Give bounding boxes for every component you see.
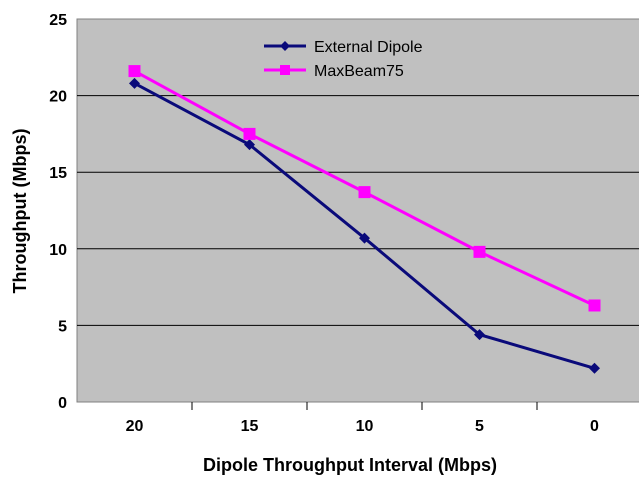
legend: External Dipole MaxBeam75	[264, 39, 423, 80]
data-point-maxbeam75	[128, 65, 141, 78]
series-group	[128, 65, 601, 374]
data-point-external-dipole	[589, 362, 600, 374]
y-tick-label: 5	[58, 318, 67, 335]
y-tick-label: 25	[49, 12, 67, 29]
y-tick-label: 15	[49, 165, 67, 182]
x-tick-label: 0	[590, 418, 599, 435]
x-tick-label: 5	[475, 418, 484, 435]
plot-area	[76, 18, 639, 403]
y-axis-title: Throughput (Mbps)	[10, 129, 30, 294]
data-point-external-dipole	[474, 329, 485, 341]
data-point-maxbeam75	[358, 186, 371, 199]
data-point-maxbeam75	[473, 245, 486, 258]
y-tick-label: 10	[49, 242, 67, 259]
legend-label-maxbeam75: MaxBeam75	[314, 63, 404, 80]
y-tick-label: 20	[49, 89, 67, 106]
x-axis-title: Dipole Throughput Interval (Mbps)	[203, 455, 497, 475]
y-axis-ticks: 0 5 10 15 20 25	[49, 12, 67, 412]
legend-label-external-dipole: External Dipole	[314, 39, 423, 56]
legend-marker-maxbeam75	[280, 65, 290, 75]
legend-marker-external-dipole	[280, 41, 290, 51]
x-tick-label: 20	[126, 418, 144, 435]
y-tick-label: 0	[58, 395, 67, 412]
data-point-external-dipole	[129, 77, 140, 89]
data-point-maxbeam75	[588, 299, 601, 312]
data-point-external-dipole	[244, 139, 255, 151]
x-axis-ticks: 20 15 10 5 0	[126, 402, 599, 435]
data-point-maxbeam75	[243, 127, 256, 140]
x-tick-label: 15	[241, 418, 259, 435]
x-tick-label: 10	[356, 418, 374, 435]
data-point-external-dipole	[359, 232, 370, 244]
gridlines	[77, 95, 639, 326]
